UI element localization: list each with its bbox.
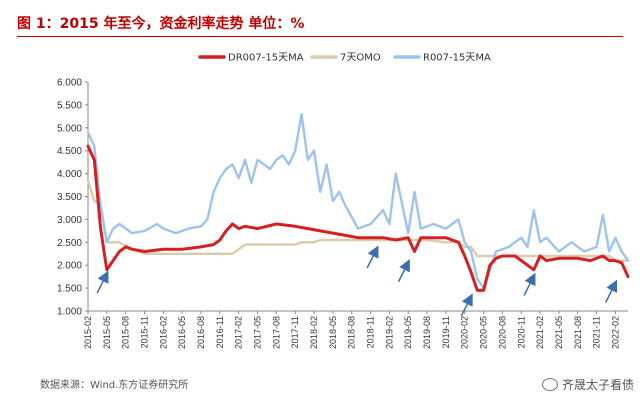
x-tick-label: 2017-08 bbox=[271, 316, 281, 349]
annotation-arrow bbox=[96, 270, 109, 294]
x-tick-label: 2021-08 bbox=[573, 316, 583, 349]
y-tick-label: 3.000 bbox=[57, 215, 82, 226]
x-tick-label: 2016-11 bbox=[215, 316, 225, 348]
x-tick-label: 2019-02 bbox=[384, 316, 394, 349]
legend-label: 7天OMO bbox=[340, 53, 381, 64]
data-source: 数据来源：Wind.东方证券研究所 bbox=[40, 380, 189, 391]
wechat-icon bbox=[541, 378, 558, 391]
x-tick-label: 2022-02 bbox=[610, 316, 620, 349]
x-tick-label: 2021-11 bbox=[592, 316, 602, 348]
y-tick-label: 6.000 bbox=[57, 78, 82, 89]
x-tick-label: 2015-02 bbox=[83, 316, 93, 349]
x-tick-label: 2015-11 bbox=[140, 316, 150, 348]
x-axis: 2015-02 2015-05 2015-08 2015-11 2016-02 2016-… bbox=[83, 310, 628, 349]
x-tick-label: 2019-05 bbox=[403, 316, 413, 349]
y-tick-label: 5.500 bbox=[57, 100, 82, 111]
x-tick-label: 2021-05 bbox=[554, 316, 564, 349]
series-line bbox=[86, 144, 630, 292]
y-tick-label: 4.500 bbox=[57, 146, 82, 157]
watermark: 齐晟太子看债 bbox=[541, 376, 634, 393]
x-tick-label: 2018-08 bbox=[347, 316, 357, 349]
figure-title: 图 1：2015 年至今，资金利率走势 单位：% bbox=[17, 16, 305, 32]
y-tick-label: 1.000 bbox=[57, 307, 82, 318]
annotation-arrow bbox=[397, 259, 410, 283]
watermark-text: 齐晟太子看债 bbox=[561, 378, 634, 392]
x-tick-label: 2020-02 bbox=[460, 316, 470, 349]
chart-legend: DR007-15天MA 7天OMO R007-15天MA bbox=[198, 53, 491, 64]
x-tick-label: 2018-02 bbox=[309, 316, 319, 349]
plot-area bbox=[86, 112, 630, 292]
y-tick-label: 4.000 bbox=[57, 169, 82, 180]
x-tick-label: 2018-05 bbox=[328, 316, 338, 349]
x-tick-label: 2017-05 bbox=[253, 316, 263, 349]
rate-chart: DR007-15天MA 7天OMO R007-15天MA 1.000 1.500 2.0… bbox=[57, 53, 630, 349]
legend-label: R007-15天MA bbox=[423, 53, 491, 64]
x-tick-label: 2016-08 bbox=[196, 316, 206, 349]
annotation-arrows bbox=[96, 245, 618, 317]
title-divider bbox=[17, 36, 623, 37]
series-line bbox=[86, 112, 630, 290]
x-tick-label: 2019-08 bbox=[422, 316, 432, 349]
x-tick-label: 2016-05 bbox=[177, 316, 187, 349]
legend-label: DR007-15天MA bbox=[228, 53, 304, 64]
y-tick-label: 2.000 bbox=[57, 261, 82, 272]
annotation-arrow bbox=[523, 272, 536, 296]
x-tick-label: 2015-08 bbox=[121, 316, 131, 349]
series-line bbox=[86, 179, 630, 262]
x-tick-label: 2017-11 bbox=[290, 316, 300, 348]
x-tick-label: 2021-02 bbox=[535, 316, 545, 349]
x-tick-label: 2017-02 bbox=[234, 316, 244, 349]
y-axis: 1.000 1.500 2.000 2.500 3.000 3.500 4.000 4.500… bbox=[57, 78, 89, 318]
annotation-arrow bbox=[366, 245, 379, 269]
annotation-arrow bbox=[605, 279, 618, 303]
y-tick-label: 5.000 bbox=[57, 123, 82, 134]
x-tick-label: 2019-11 bbox=[441, 316, 451, 348]
y-tick-label: 1.500 bbox=[57, 284, 82, 295]
x-tick-label: 2020-08 bbox=[497, 316, 507, 349]
y-tick-label: 3.500 bbox=[57, 192, 82, 203]
x-tick-label: 2018-11 bbox=[366, 316, 376, 348]
x-tick-label: 2020-05 bbox=[479, 316, 489, 349]
x-tick-label: 2016-02 bbox=[158, 316, 168, 349]
x-tick-label: 2015-05 bbox=[102, 316, 112, 349]
y-tick-label: 2.500 bbox=[57, 238, 82, 249]
annotation-arrow bbox=[460, 293, 473, 317]
x-tick-label: 2020-11 bbox=[516, 316, 526, 348]
